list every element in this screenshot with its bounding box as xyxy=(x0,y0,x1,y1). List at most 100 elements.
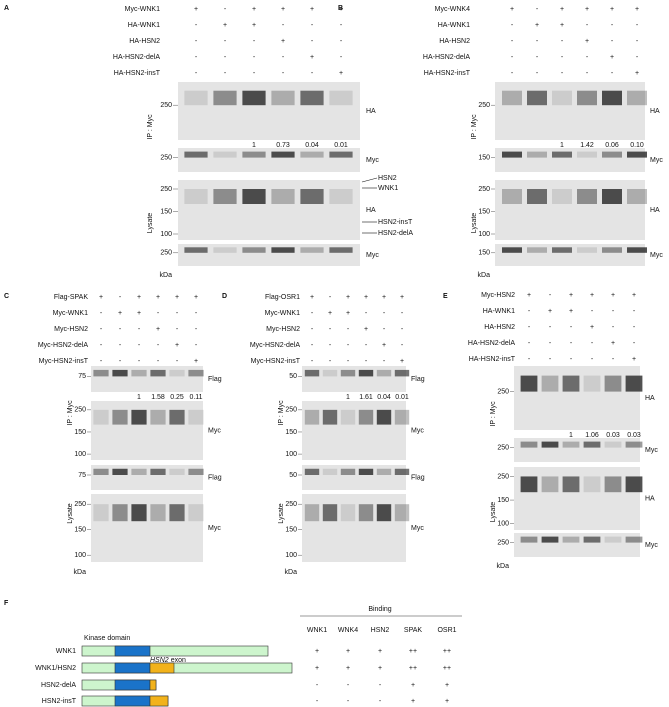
condition-sign: - xyxy=(365,342,368,349)
condition-sign: - xyxy=(138,358,141,365)
condition-label: Myc-WNK1 xyxy=(125,6,160,13)
blot-band xyxy=(340,409,356,425)
blot-band xyxy=(188,468,204,475)
blot-band xyxy=(213,247,237,253)
binding-value: - xyxy=(379,682,382,689)
kinase-domain xyxy=(114,662,151,674)
blot-band xyxy=(131,369,147,377)
condition-sign: + xyxy=(585,38,589,45)
exon-region xyxy=(149,679,157,691)
condition-sign: + xyxy=(194,6,198,13)
kinase-domain xyxy=(114,645,151,657)
condition-sign: - xyxy=(570,356,573,363)
blot-band xyxy=(583,476,601,493)
condition-sign: - xyxy=(224,54,227,61)
condition-sign: - xyxy=(138,342,141,349)
condition-sign: - xyxy=(612,356,615,363)
binding-value: - xyxy=(347,698,350,705)
blot-label: Myc xyxy=(411,525,424,532)
condition-sign: - xyxy=(311,310,314,317)
marker-label: 150 xyxy=(285,527,297,534)
blot-band xyxy=(358,369,374,377)
marker-label: 50 xyxy=(289,472,297,479)
condition-sign: - xyxy=(119,342,122,349)
condition-sign: + xyxy=(635,70,639,77)
condition-sign: + xyxy=(339,6,343,13)
blot-label: HA xyxy=(645,495,655,502)
condition-sign: + xyxy=(535,22,539,29)
kinase-domain xyxy=(114,679,151,691)
blot-band xyxy=(304,409,320,425)
condition-label: HA-HSN2 xyxy=(439,38,470,45)
condition-label: Flag-SPAK xyxy=(54,294,88,301)
blot-band xyxy=(577,151,597,158)
blot xyxy=(495,244,645,266)
condition-sign: - xyxy=(195,70,198,77)
condition-sign: - xyxy=(329,326,332,333)
condition-label: Myc-HSN2 xyxy=(481,292,515,299)
blot-band xyxy=(112,409,128,425)
condition-sign: + xyxy=(632,356,636,363)
condition-sign: - xyxy=(549,292,552,299)
condition-sign: - xyxy=(528,324,531,331)
blot-band xyxy=(322,468,338,475)
blot-band xyxy=(131,468,147,475)
blot-band xyxy=(150,504,166,522)
marker-label: 150 xyxy=(74,527,86,534)
condition-sign: - xyxy=(119,294,122,301)
annotation: HSN2 xyxy=(378,175,397,182)
condition-sign: - xyxy=(570,324,573,331)
blot-band xyxy=(329,90,353,106)
condition-sign: + xyxy=(194,358,198,365)
blot-band xyxy=(329,247,353,253)
blot-band xyxy=(527,247,547,253)
quantification: 1 xyxy=(137,394,141,401)
unit-label: kDa xyxy=(497,563,510,570)
marker-label: 50 xyxy=(289,373,297,380)
condition-sign: - xyxy=(224,70,227,77)
blot-band xyxy=(562,536,580,543)
blot-band xyxy=(213,189,237,204)
marker-label: 150 xyxy=(478,154,490,161)
blot xyxy=(514,438,640,462)
condition-sign: - xyxy=(591,340,594,347)
condition-sign: - xyxy=(195,54,198,61)
blot-band xyxy=(242,247,266,253)
blot-label: Myc xyxy=(645,542,658,549)
column-header: HSN2 xyxy=(371,627,390,634)
condition-sign: + xyxy=(346,294,350,301)
blot-band xyxy=(271,189,295,204)
marker-label: 100 xyxy=(285,552,297,559)
blot-label: HA xyxy=(645,395,655,402)
marker-label: 250 xyxy=(160,102,172,109)
blot-band xyxy=(376,409,392,425)
blot-band xyxy=(112,369,128,377)
binding-value: - xyxy=(379,698,382,705)
condition-sign: + xyxy=(252,6,256,13)
binding-value: + xyxy=(445,698,449,705)
exon-word: exon xyxy=(171,657,186,664)
condition-sign: - xyxy=(586,22,589,29)
blot-band xyxy=(184,247,208,253)
group-label: Lysate xyxy=(147,213,154,233)
binding-value: + xyxy=(346,665,350,672)
marker-label: 150 xyxy=(497,497,509,504)
blot-band xyxy=(322,409,338,425)
condition-label: HA-HSN2-delA xyxy=(113,54,160,61)
panel-letter: B xyxy=(338,5,343,12)
annotation-arrow xyxy=(361,177,378,183)
blot-label: Myc xyxy=(650,157,663,164)
group-label: IP : Myc xyxy=(471,114,478,140)
condition-sign: + xyxy=(328,310,332,317)
kinase-domain xyxy=(114,695,151,707)
blot-band xyxy=(304,504,320,522)
blot-band xyxy=(213,151,237,158)
condition-sign: - xyxy=(536,6,539,13)
condition-sign: - xyxy=(253,54,256,61)
condition-sign: - xyxy=(340,54,343,61)
marker-label: 100 xyxy=(497,521,509,528)
marker-label: 100 xyxy=(74,552,86,559)
blot-band xyxy=(358,468,374,475)
blot xyxy=(178,82,360,140)
condition-label: HA-HSN2 xyxy=(129,38,160,45)
